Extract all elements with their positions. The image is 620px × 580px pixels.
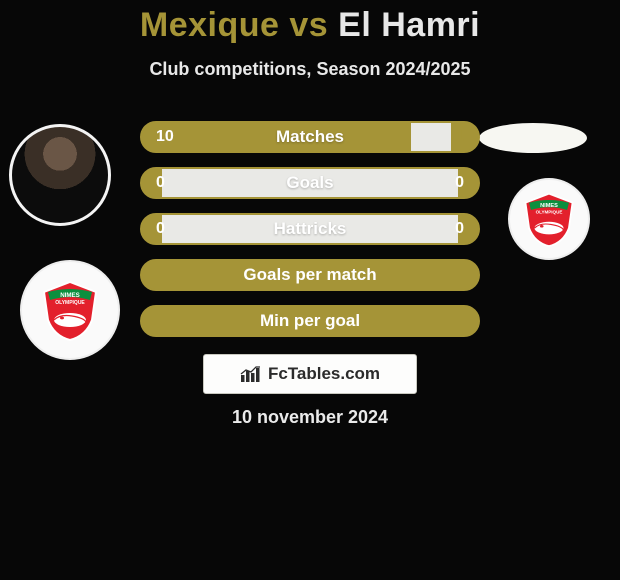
svg-text:OLYMPIQUE: OLYMPIQUE <box>536 210 563 215</box>
svg-text:NIMES: NIMES <box>60 292 80 299</box>
title-vs: vs <box>289 6 328 44</box>
stat-value-right: 1 <box>441 123 478 151</box>
stat-label: Matches <box>142 123 478 151</box>
nimes-crest-icon: NIMES OLYMPIQUE <box>520 190 578 248</box>
stats-container: 10 Matches 1 0 Goals 0 0 Hattricks 0 Goa… <box>140 121 480 351</box>
stat-bar-matches: 10 Matches 1 <box>140 121 480 153</box>
page-title: Mexique vs El Hamri <box>0 0 620 45</box>
nimes-crest-icon: NIMES OLYMPIQUE <box>38 278 102 342</box>
stat-label: Goals <box>142 169 478 197</box>
stat-bar-hattricks: 0 Hattricks 0 <box>140 213 480 245</box>
player1-club-crest: NIMES OLYMPIQUE <box>20 260 120 360</box>
stat-value-right: 0 <box>441 215 478 243</box>
watermark-text: FcTables.com <box>268 364 380 384</box>
subtitle: Club competitions, Season 2024/2025 <box>0 59 620 80</box>
stat-bar-goals: 0 Goals 0 <box>140 167 480 199</box>
stat-pill-gpm: Goals per match <box>140 259 480 291</box>
pill-label: Goals per match <box>243 265 376 285</box>
stat-pill-mpg: Min per goal <box>140 305 480 337</box>
stat-label: Hattricks <box>142 215 478 243</box>
player2-club-crest: NIMES OLYMPIQUE <box>508 178 590 260</box>
date-text: 10 november 2024 <box>0 407 620 428</box>
title-player2: El Hamri <box>338 6 480 44</box>
stat-value-right: 0 <box>441 169 478 197</box>
watermark-badge: FcTables.com <box>203 354 417 394</box>
title-player1: Mexique <box>140 6 280 44</box>
svg-text:OLYMPIQUE: OLYMPIQUE <box>55 300 85 306</box>
player2-avatar <box>479 123 587 153</box>
svg-text:NIMES: NIMES <box>540 203 558 209</box>
player1-avatar <box>9 124 111 226</box>
bar-chart-icon <box>240 365 262 383</box>
pill-label: Min per goal <box>260 311 360 331</box>
